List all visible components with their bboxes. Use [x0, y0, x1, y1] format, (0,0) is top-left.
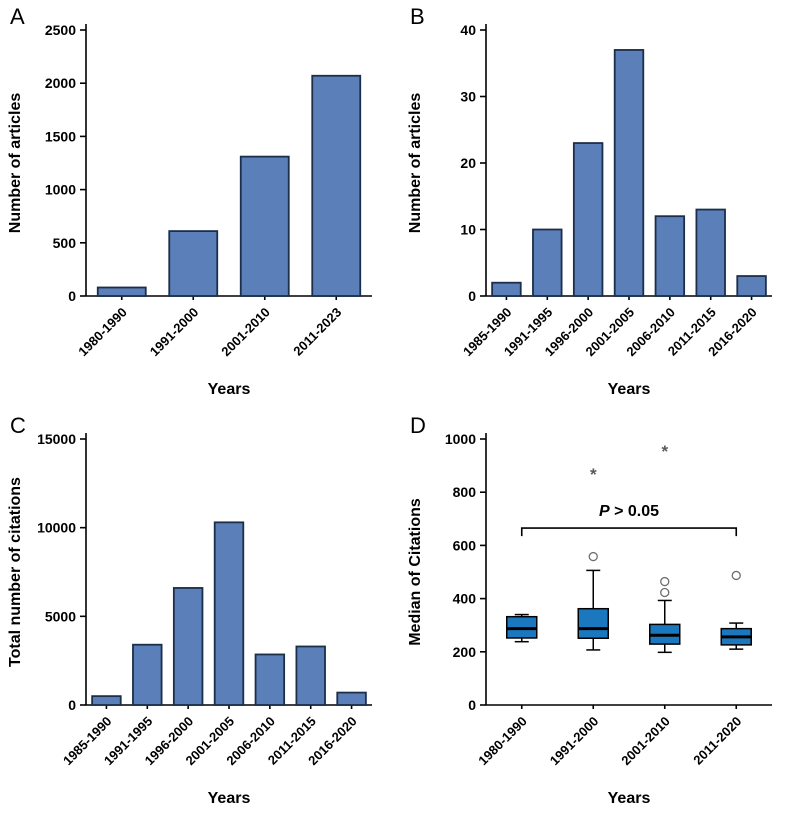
svg-text:500: 500 — [53, 235, 77, 251]
panel-letter-c: C — [10, 413, 26, 438]
svg-text:400: 400 — [453, 591, 477, 607]
panel-letter-b: B — [410, 4, 425, 29]
svg-text:0: 0 — [468, 697, 476, 713]
svg-text:2500: 2500 — [45, 22, 76, 38]
svg-text:Median of Citations: Median of Citations — [407, 498, 424, 646]
svg-text:Years: Years — [208, 381, 251, 398]
svg-text:2001-2010: 2001-2010 — [618, 714, 673, 769]
svg-text:10: 10 — [460, 222, 476, 238]
svg-text:1500: 1500 — [45, 128, 76, 144]
svg-text:20: 20 — [460, 155, 476, 171]
svg-text:1980-1990: 1980-1990 — [475, 714, 530, 769]
svg-text:2011-2020: 2011-2020 — [690, 714, 744, 768]
svg-text:0: 0 — [68, 288, 76, 304]
svg-text:1980-1990: 1980-1990 — [75, 305, 130, 360]
svg-text:Number of articles: Number of articles — [7, 93, 24, 234]
panel-d: D 0 200 400 600 800 1000 1980-1990 1991-2000 200… — [400, 409, 800, 818]
svg-text:Years: Years — [608, 790, 651, 807]
panel-c: C 0 5000 10000 15000 1985-1990 1991-1995 1996-… — [0, 409, 400, 818]
svg-text:2001-2010: 2001-2010 — [218, 305, 273, 360]
svg-text:800: 800 — [453, 484, 477, 500]
bar-chart-total-citations: 0500010000150001985-19901991-19951996-20… — [7, 431, 372, 807]
svg-text:P > 0.05: P > 0.05 — [599, 503, 659, 520]
box-plot-median-citations: 0 200 400 600 800 1000 1980-1990 1991-2000 2001-… — [407, 431, 772, 807]
svg-text:2011-2023: 2011-2023 — [290, 305, 344, 359]
svg-text:5000: 5000 — [45, 608, 76, 624]
svg-text:*: * — [661, 442, 668, 461]
bar-chart-articles-by-5yr-period: 0102030401985-19901991-19951996-20002001… — [407, 22, 772, 398]
svg-text:1991-2000: 1991-2000 — [547, 714, 602, 769]
panel-letter-a: A — [10, 4, 25, 29]
panel-b: B 0 10 20 30 40 1985-1990 1991-1995 1996-2000 20… — [400, 0, 800, 409]
svg-text:1991-2000: 1991-2000 — [147, 305, 202, 360]
svg-text:0: 0 — [68, 697, 76, 713]
svg-text:1000: 1000 — [445, 431, 476, 447]
svg-text:Number of articles: Number of articles — [407, 93, 424, 234]
svg-text:Years: Years — [608, 381, 651, 398]
panel-a: A 0 500 1000 1500 2000 2500 1980-1990 1991-2000… — [0, 0, 400, 409]
svg-text:1000: 1000 — [45, 182, 76, 198]
svg-text:40: 40 — [460, 22, 476, 38]
svg-text:*: * — [590, 465, 597, 484]
bar-chart-articles-by-decade: 0 500 1000 1500 2000 2500 1980-1990 1991-2000 20… — [7, 22, 372, 398]
svg-text:600: 600 — [453, 537, 477, 553]
svg-text:2000: 2000 — [45, 75, 76, 91]
svg-text:0: 0 — [468, 288, 476, 304]
svg-text:10000: 10000 — [37, 520, 76, 536]
svg-text:30: 30 — [460, 89, 476, 105]
svg-text:Years: Years — [208, 790, 251, 807]
svg-text:15000: 15000 — [37, 431, 76, 447]
svg-text:Total number of citations: Total number of citations — [7, 477, 24, 667]
svg-text:200: 200 — [453, 644, 477, 660]
panel-letter-d: D — [410, 413, 426, 438]
